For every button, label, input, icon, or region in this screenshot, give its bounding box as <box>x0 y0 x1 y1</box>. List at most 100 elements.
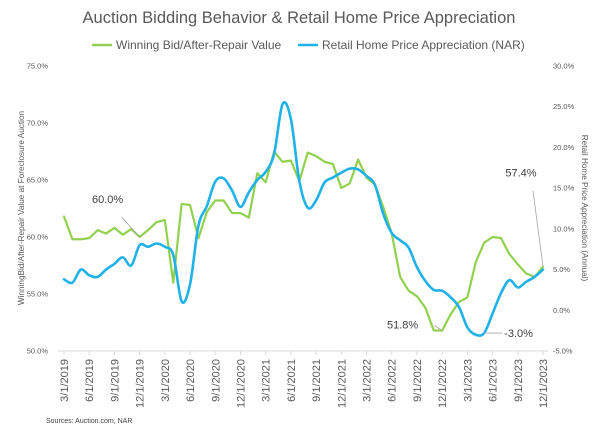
x-tick-label: 3/1/2023 <box>462 359 474 402</box>
y-right-tick-label: 20.0% <box>553 143 575 152</box>
series-line-nar <box>62 101 545 337</box>
series-point-winning-bid <box>172 281 174 283</box>
y-left-tick-label: 60.0% <box>27 233 49 242</box>
series-point-nar <box>542 268 544 270</box>
x-tick-label: 9/1/2023 <box>513 359 525 402</box>
series-point-nar <box>197 224 199 226</box>
x-tick-label: 12/1/2021 <box>336 359 348 408</box>
series-point-nar <box>357 168 359 170</box>
x-tick-label: 9/1/2020 <box>210 359 222 402</box>
series-point-winning-bid <box>323 161 325 163</box>
series-point-nar <box>399 239 401 241</box>
series-point-winning-bid <box>466 296 468 298</box>
x-tick-label: 6/1/2019 <box>84 359 96 402</box>
series-point-winning-bid <box>433 329 435 331</box>
series-point-nar <box>424 280 426 282</box>
series-point-nar <box>315 199 317 201</box>
series-point-nar <box>491 312 493 314</box>
legend-label-nar: Retail Home Price Appreciation (NAR) <box>322 38 525 52</box>
series-point-winning-bid <box>399 276 401 278</box>
y-axis-right-title: Retail Home Price Appreciation (Annual) <box>580 135 589 282</box>
series-point-nar <box>533 276 535 278</box>
series-point-nar <box>80 268 82 270</box>
series-point-nar <box>63 278 65 280</box>
series-point-nar <box>105 268 107 270</box>
legend: Winning Bid/After-Repair Value Retail Ho… <box>92 38 525 52</box>
series-point-winning-bid <box>264 181 266 183</box>
series-point-nar <box>290 118 292 120</box>
x-tick-label: 6/1/2022 <box>387 359 399 402</box>
series-point-winning-bid <box>239 212 241 214</box>
series-point-nar <box>441 290 443 292</box>
series-line-winning-bid <box>62 150 545 332</box>
chart-title: Auction Bidding Behavior & Retail Home P… <box>83 9 516 27</box>
x-tick-label: 6/1/2023 <box>488 359 500 402</box>
series-point-winning-bid <box>449 313 451 315</box>
annotation-leader <box>121 216 140 238</box>
series-point-winning-bid <box>206 211 208 213</box>
x-tick-label: 12/1/2019 <box>135 359 147 408</box>
annotation-label: 51.8% <box>387 319 418 331</box>
series-point-nar <box>180 300 182 302</box>
series-point-nar <box>138 244 140 246</box>
x-tick-label: 9/1/2019 <box>109 359 121 402</box>
annotation-leader <box>532 190 544 267</box>
series-point-winning-bid <box>231 212 233 214</box>
series-point-winning-bid <box>491 236 493 238</box>
y-left-tick-label: 50.0% <box>27 347 49 356</box>
y-axis-left: 50.0% 55.0% 60.0% 65.0% 70.0% 75.0% <box>27 62 49 356</box>
y-right-tick-label: 30.0% <box>553 62 575 71</box>
series-point-winning-bid <box>307 151 309 153</box>
series-point-winning-bid <box>96 229 98 231</box>
series-point-winning-bid <box>80 238 82 240</box>
series-point-winning-bid <box>508 253 510 255</box>
series-point-winning-bid <box>424 306 426 308</box>
annotation-label: -3.0% <box>504 328 533 340</box>
y-right-tick-label: 5.0% <box>553 265 570 274</box>
series-point-nar <box>365 175 367 177</box>
series-point-nar <box>88 274 90 276</box>
x-tick-label: 6/1/2020 <box>185 359 197 402</box>
series-point-winning-bid <box>113 227 115 229</box>
series-point-nar <box>500 292 502 294</box>
series-point-winning-bid <box>222 199 224 201</box>
y-right-tick-label: 10.0% <box>553 224 575 233</box>
series-point-winning-bid <box>248 216 250 218</box>
y-left-tick-label: 55.0% <box>27 290 49 299</box>
series-point-nar <box>239 206 241 208</box>
series-point-winning-bid <box>88 237 90 239</box>
series-point-nar <box>130 264 132 266</box>
y-axis-left-title: WinningBid/After-Repair Value at Foreclo… <box>17 110 26 305</box>
x-tick-label: 9/1/2022 <box>412 359 424 402</box>
series-point-nar <box>281 103 283 105</box>
series-point-nar <box>449 296 451 298</box>
series-point-winning-bid <box>281 161 283 163</box>
series-point-nar <box>433 289 435 291</box>
series-point-winning-bid <box>525 272 527 274</box>
series-point-nar <box>71 281 73 283</box>
series-point-winning-bid <box>475 261 477 263</box>
y-left-tick-label: 65.0% <box>27 176 49 185</box>
series-point-nar <box>517 286 519 288</box>
series-point-nar <box>214 180 216 182</box>
series-point-nar <box>264 171 266 173</box>
series-point-winning-bid <box>214 199 216 201</box>
series-point-nar <box>349 167 351 169</box>
series-point-nar <box>96 276 98 278</box>
x-tick-label: 9/1/2021 <box>311 359 323 402</box>
series-point-nar <box>416 266 418 268</box>
series-point-winning-bid <box>164 219 166 221</box>
series-point-nar <box>147 246 149 248</box>
series-point-nar <box>374 184 376 186</box>
x-tick-label: 3/1/2022 <box>362 359 374 402</box>
y-right-tick-label: -5.0% <box>553 347 573 356</box>
y-right-tick-label: 0.0% <box>553 306 570 315</box>
y-right-tick-label: 15.0% <box>553 184 575 193</box>
series-point-nar <box>222 177 224 179</box>
y-axis-right: -5.0% 0.0% 5.0% 10.0% 15.0% 20.0% 25.0% 30.0% <box>553 62 575 356</box>
annotation-leader <box>433 325 443 331</box>
series-point-winning-bid <box>290 159 292 161</box>
series-point-nar <box>122 256 124 258</box>
series-point-nar <box>323 181 325 183</box>
